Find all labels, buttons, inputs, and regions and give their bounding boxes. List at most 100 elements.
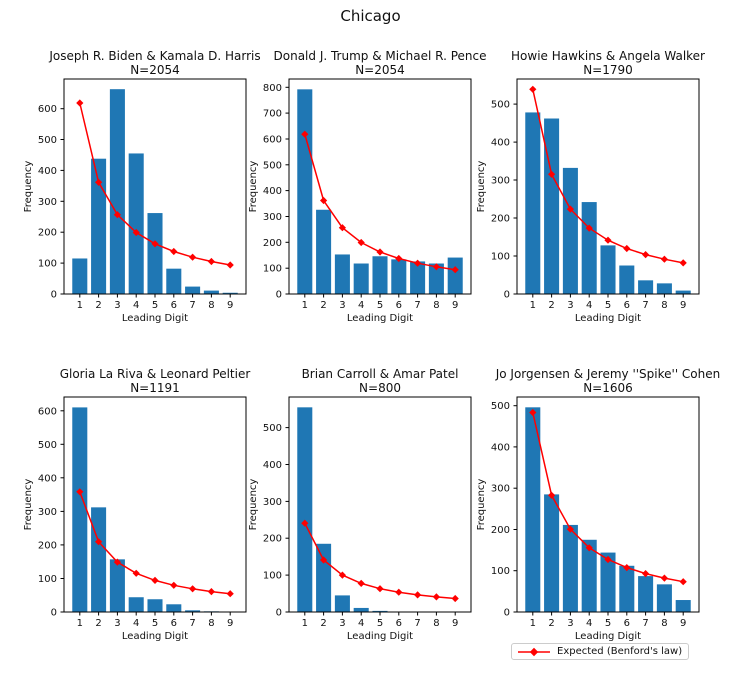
bar-digit-2 xyxy=(316,209,332,294)
y-axis-label: Frequency xyxy=(476,479,487,531)
y-tick-label: 0 xyxy=(51,290,57,301)
x-tick-label: 4 xyxy=(358,618,364,629)
expected-marker-digit-1 xyxy=(301,130,309,138)
expected-marker-digit-6 xyxy=(395,588,403,596)
x-tick-label: 7 xyxy=(414,618,420,629)
y-tick-label: 200 xyxy=(38,228,57,239)
x-tick-label: 3 xyxy=(339,618,345,629)
x-tick-label: 2 xyxy=(548,618,554,629)
observed-bars xyxy=(525,112,691,295)
bar-digit-1 xyxy=(525,112,541,295)
x-tick-label: 5 xyxy=(152,300,158,311)
expected-marker-digit-5 xyxy=(376,585,384,593)
expected-marker-digit-4 xyxy=(132,569,140,577)
bar-digit-1 xyxy=(72,407,88,612)
expected-marker-digit-3 xyxy=(566,205,574,213)
legend-label: Expected (Benford's law) xyxy=(557,646,683,657)
y-axis-label: Frequency xyxy=(23,479,34,531)
y-tick-label: 400 xyxy=(263,186,282,197)
subplot-n-label: N=2054 xyxy=(355,63,405,77)
y-axis-label: Frequency xyxy=(476,161,487,213)
x-axis-label: Leading Digit xyxy=(575,631,641,642)
bar-digit-5 xyxy=(147,599,163,612)
bar-digit-5 xyxy=(600,552,616,612)
x-tick-label: 7 xyxy=(189,618,195,629)
bar-digit-6 xyxy=(619,265,635,294)
x-tick-label: 2 xyxy=(548,300,554,311)
legend: Expected (Benford's law) xyxy=(511,643,690,660)
y-tick-label: 700 xyxy=(263,109,282,120)
expected-marker-digit-2 xyxy=(320,556,328,564)
expected-marker-digit-7 xyxy=(414,259,422,267)
x-tick-label: 1 xyxy=(530,300,536,311)
y-tick-label: 500 xyxy=(491,100,510,111)
expected-marker-digit-6 xyxy=(623,564,631,572)
y-tick-label: 500 xyxy=(491,401,510,412)
expected-marker-digit-3 xyxy=(338,571,346,579)
x-tick-label: 2 xyxy=(95,300,101,311)
bar-digit-1 xyxy=(297,407,313,612)
x-tick-label: 5 xyxy=(377,300,383,311)
subplot-title: Jo Jorgensen & Jeremy ''Spike'' Cohen xyxy=(495,367,721,381)
expected-marker-digit-6 xyxy=(170,581,178,589)
expected-marker-digit-8 xyxy=(432,593,440,601)
y-tick-label: 800 xyxy=(263,83,282,94)
bar-digit-5 xyxy=(600,245,616,294)
y-tick-label: 100 xyxy=(491,566,510,577)
x-tick-label: 2 xyxy=(320,618,326,629)
y-tick-label: 300 xyxy=(491,484,510,495)
expected-marker-digit-3 xyxy=(113,558,121,566)
y-tick-label: 0 xyxy=(504,290,510,301)
bar-digit-9 xyxy=(675,600,691,612)
bar-digit-1 xyxy=(72,258,88,294)
bar-digit-4 xyxy=(353,607,369,612)
x-axis-label: Leading Digit xyxy=(575,313,641,324)
subplot-n-label: N=1191 xyxy=(130,381,180,395)
y-tick-label: 300 xyxy=(263,497,282,508)
y-tick-label: 500 xyxy=(263,160,282,171)
x-tick-label: 4 xyxy=(133,618,139,629)
expected-marker-digit-5 xyxy=(604,555,612,564)
expected-marker-digit-7 xyxy=(189,253,197,261)
x-tick-label: 5 xyxy=(377,618,383,629)
y-tick-label: 500 xyxy=(38,440,57,451)
bar-digit-7 xyxy=(185,610,201,612)
bar-digit-6 xyxy=(166,268,182,294)
x-tick-label: 9 xyxy=(227,618,233,629)
x-tick-label: 5 xyxy=(605,618,611,629)
y-tick-label: 400 xyxy=(491,138,510,149)
expected-marker-digit-1 xyxy=(529,408,537,417)
x-tick-label: 7 xyxy=(414,300,420,311)
expected-marker-digit-8 xyxy=(660,255,668,263)
y-tick-label: 600 xyxy=(38,104,57,115)
y-tick-label: 300 xyxy=(491,176,510,187)
x-tick-label: 2 xyxy=(320,300,326,311)
subplot-title: Howie Hawkins & Angela Walker xyxy=(511,49,705,63)
y-tick-label: 600 xyxy=(38,406,57,417)
bar-digit-4 xyxy=(581,202,597,294)
bar-digit-2 xyxy=(316,543,332,612)
y-tick-label: 200 xyxy=(491,214,510,225)
y-tick-label: 200 xyxy=(263,238,282,249)
y-tick-label: 300 xyxy=(38,507,57,518)
bar-digit-6 xyxy=(391,259,407,294)
bar-digit-2 xyxy=(544,494,560,612)
expected-marker-digit-3 xyxy=(338,224,346,232)
x-tick-label: 6 xyxy=(171,618,177,629)
x-tick-label: 3 xyxy=(567,300,573,311)
x-tick-label: 3 xyxy=(114,618,120,629)
x-tick-label: 5 xyxy=(605,300,611,311)
expected-marker-digit-2 xyxy=(548,491,556,499)
y-tick-label: 200 xyxy=(38,540,57,551)
x-tick-label: 1 xyxy=(302,300,308,311)
x-tick-label: 3 xyxy=(339,300,345,311)
subplot-1: 0 100 200 300 400 500 600 1 2 3 4 5 6 7 8 9 Joseph R. Bi… xyxy=(23,49,261,324)
x-axis-label: Leading Digit xyxy=(347,313,413,324)
bar-digit-9 xyxy=(222,292,238,294)
expected-marker-digit-4 xyxy=(132,228,140,237)
expected-marker-digit-9 xyxy=(679,578,687,586)
expected-marker-digit-7 xyxy=(642,251,650,259)
y-tick-label: 100 xyxy=(263,264,282,275)
subplot-title: Donald J. Trump & Michael R. Pence xyxy=(274,49,487,63)
